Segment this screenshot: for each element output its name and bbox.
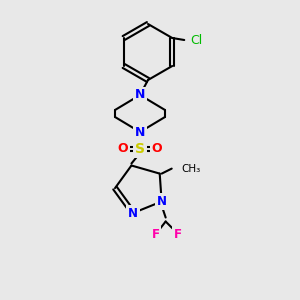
Text: CH₃: CH₃ bbox=[182, 164, 201, 174]
Text: N: N bbox=[157, 195, 167, 208]
Text: Cl: Cl bbox=[190, 34, 202, 46]
Text: S: S bbox=[135, 142, 145, 156]
Text: N: N bbox=[128, 206, 138, 220]
Text: N: N bbox=[135, 125, 145, 139]
Text: F: F bbox=[174, 228, 182, 241]
Text: F: F bbox=[152, 228, 160, 241]
Text: N: N bbox=[135, 88, 145, 101]
Text: O: O bbox=[152, 142, 162, 155]
Text: O: O bbox=[118, 142, 128, 155]
